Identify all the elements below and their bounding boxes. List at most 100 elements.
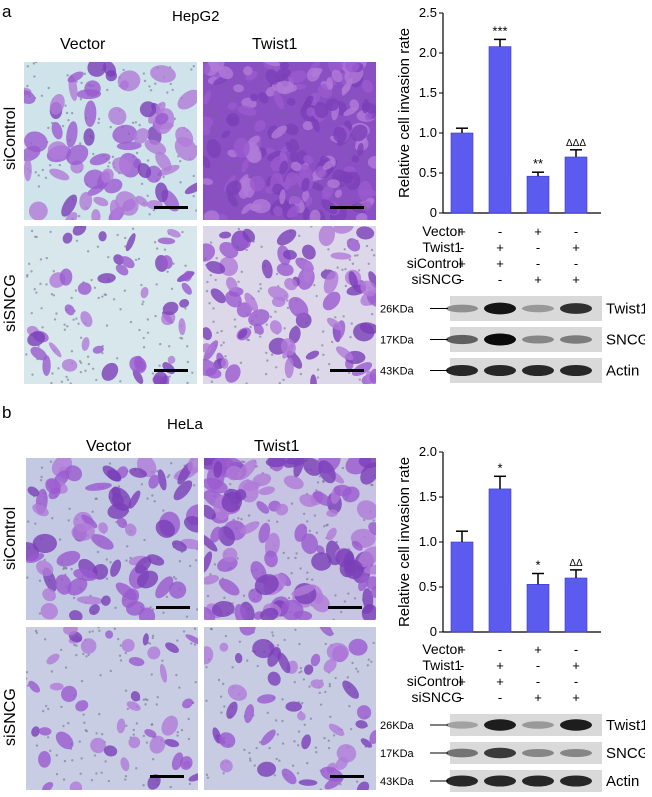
blot-band: [522, 335, 554, 344]
significance-label: **: [533, 156, 543, 171]
blot-band: [560, 719, 592, 731]
molecular-weight-label: 26KDa: [380, 304, 415, 316]
blot-band: [560, 364, 592, 377]
bar: [450, 132, 474, 214]
condition-sign: -: [498, 690, 502, 705]
scale-bar: [330, 206, 364, 209]
blot-band: [446, 748, 478, 758]
condition-sign: -: [460, 690, 464, 705]
bar: [488, 46, 512, 214]
condition-sign: -: [460, 240, 464, 255]
micrograph-hela-twist1-sisncg: [204, 627, 376, 790]
y-tick-label: 2.0: [419, 444, 437, 459]
panel-b-row-sisncg: siSNCG: [2, 688, 19, 746]
blot-band: [484, 333, 516, 346]
condition-sign: -: [460, 272, 464, 287]
panel-a-row-sisncg: siSNCG: [2, 274, 19, 332]
blot-band: [522, 721, 554, 729]
blot-band: [560, 775, 592, 787]
blot-band: [484, 775, 516, 787]
blot-band: [446, 775, 478, 787]
panel-b-cell-line: HeLa: [167, 416, 203, 433]
panel-b-col-twist1: Twist1: [254, 438, 300, 455]
blot-band: [484, 364, 516, 377]
y-tick-label: 1.0: [419, 534, 437, 549]
micrograph-hela-twist1-sicontrol: [204, 458, 376, 620]
blot-band: [446, 334, 478, 345]
blot-band: [560, 748, 592, 758]
protein-label: Actin: [606, 363, 639, 380]
bar: [450, 541, 474, 633]
condition-sign: -: [498, 272, 502, 287]
scale-bar: [154, 369, 188, 372]
blot-band: [484, 747, 516, 759]
y-tick-label: 1.5: [419, 489, 437, 504]
bar-chart-hela: 0 0.5 1.0 1.5 2.0 Relative cell invasion rate…: [396, 444, 601, 639]
micrograph-hela-vector-sisncg: [26, 627, 198, 790]
bar: [526, 584, 550, 633]
protein-label: Twist1: [606, 301, 645, 318]
condition-sign: +: [458, 642, 466, 657]
micrograph-hepg2-twist1-sicontrol: [203, 62, 376, 220]
conditions-table-hela: Vector+ - + -Twist1- + - +siControl+ + - -siSNCG-…: [407, 641, 580, 705]
condition-label: siSNCG: [411, 689, 462, 705]
condition-sign: -: [536, 674, 540, 689]
condition-sign: +: [496, 240, 504, 255]
panel-b-letter: b: [2, 403, 12, 422]
conditions-table-hepg2: Vector+ - + -Twist1- + - +siControl+ + - -siSNCG-…: [407, 223, 580, 287]
condition-sign: -: [574, 256, 578, 271]
scale-bar: [330, 775, 364, 778]
condition-label: Vector: [422, 223, 462, 239]
significance-label: *: [497, 460, 502, 475]
condition-label: siControl: [407, 255, 462, 271]
western-blot-hepg2: 26KDa Twist1 17KDa SNCG 43KDa Actin: [380, 296, 645, 383]
blot-band: [484, 719, 516, 731]
western-blot-hela: 26KDa Twist1 17KDa SNCG 43KDa Actin: [380, 714, 645, 792]
molecular-weight-label: 43KDa: [380, 366, 415, 378]
y-axis-label: Relative cell invasion rate: [396, 28, 413, 198]
y-tick-label: 0.5: [419, 165, 437, 180]
condition-label: Twist1: [422, 657, 462, 673]
condition-sign: +: [572, 240, 580, 255]
y-tick-label: 1.0: [419, 125, 437, 140]
panel-a-cell-line: HepG2: [172, 8, 220, 25]
y-tick-label: 0: [430, 624, 437, 639]
micrograph-hepg2-vector-sicontrol: [24, 62, 197, 220]
y-tick-label: 2.5: [419, 5, 437, 20]
condition-sign: +: [458, 674, 466, 689]
y-tick-label: 2.0: [419, 45, 437, 60]
significance-label: ΔΔ: [569, 558, 583, 569]
bar: [564, 577, 588, 633]
panel-a-row-sicontrol: siControl: [2, 106, 19, 170]
bar: [564, 156, 588, 214]
protein-label: Twist1: [606, 717, 645, 734]
bar: [526, 175, 550, 214]
condition-sign: -: [498, 224, 502, 239]
condition-sign: +: [496, 256, 504, 271]
micrograph-hepg2-twist1-sisncg: [203, 226, 376, 384]
condition-sign: +: [572, 272, 580, 287]
blot-band: [446, 304, 478, 313]
bar-chart-hepg2: 0 0.5 1.0 1.5 2.0 2.5 Relative cell invasion r…: [396, 5, 601, 220]
condition-label: Vector: [422, 641, 462, 657]
scale-bar: [154, 206, 188, 209]
panel-b-col-vector: Vector: [86, 438, 132, 455]
panel-a-col-vector: Vector: [60, 36, 106, 53]
condition-sign: +: [458, 256, 466, 271]
scale-bar: [150, 775, 184, 778]
condition-label: siSNCG: [411, 271, 462, 287]
condition-sign: -: [536, 658, 540, 673]
protein-label: SNCG: [606, 745, 645, 762]
blot-band: [446, 721, 478, 729]
condition-sign: +: [534, 224, 542, 239]
molecular-weight-label: 17KDa: [380, 748, 415, 760]
condition-sign: +: [534, 690, 542, 705]
condition-sign: -: [574, 674, 578, 689]
condition-sign: -: [536, 256, 540, 271]
condition-sign: +: [496, 658, 504, 673]
protein-label: Actin: [606, 773, 639, 790]
condition-sign: +: [458, 224, 466, 239]
panel-a-letter: a: [2, 2, 12, 21]
condition-sign: +: [572, 690, 580, 705]
blot-band: [560, 335, 592, 344]
